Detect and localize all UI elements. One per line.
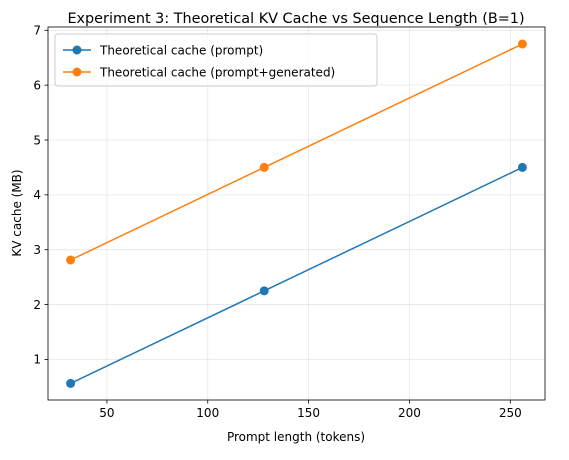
data-point bbox=[518, 40, 527, 49]
legend-marker-prompt-generated bbox=[73, 68, 82, 77]
y-tick-label: 1 bbox=[33, 353, 41, 367]
legend: Theoretical cache (prompt) Theoretical c… bbox=[55, 34, 377, 86]
data-point bbox=[66, 255, 75, 264]
chart-title: Experiment 3: Theoretical KV Cache vs Se… bbox=[67, 11, 524, 27]
legend-marker-prompt bbox=[73, 46, 82, 55]
data-point bbox=[260, 286, 269, 295]
data-point bbox=[518, 163, 527, 172]
x-tick-label: 100 bbox=[196, 406, 219, 420]
x-tick-label: 250 bbox=[499, 406, 522, 420]
x-tick-label: 50 bbox=[99, 406, 114, 420]
y-tick-label: 6 bbox=[33, 78, 41, 92]
y-tick-label: 7 bbox=[33, 24, 41, 38]
data-point bbox=[260, 163, 269, 172]
legend-label-prompt: Theoretical cache (prompt) bbox=[99, 44, 263, 58]
y-tick-label: 2 bbox=[33, 298, 41, 312]
series-layer bbox=[66, 40, 527, 388]
data-point bbox=[66, 379, 75, 388]
x-axis-label: Prompt length (tokens) bbox=[227, 430, 365, 444]
y-tick-label: 5 bbox=[33, 133, 41, 147]
y-axis-label: KV cache (MB) bbox=[10, 169, 24, 256]
x-tick-label: 200 bbox=[398, 406, 421, 420]
legend-label-prompt-generated: Theoretical cache (prompt+generated) bbox=[99, 66, 335, 80]
x-tick-label: 150 bbox=[297, 406, 320, 420]
y-tick-label: 4 bbox=[33, 188, 41, 202]
y-tick-label: 3 bbox=[33, 243, 41, 257]
series-line-0 bbox=[71, 167, 523, 383]
